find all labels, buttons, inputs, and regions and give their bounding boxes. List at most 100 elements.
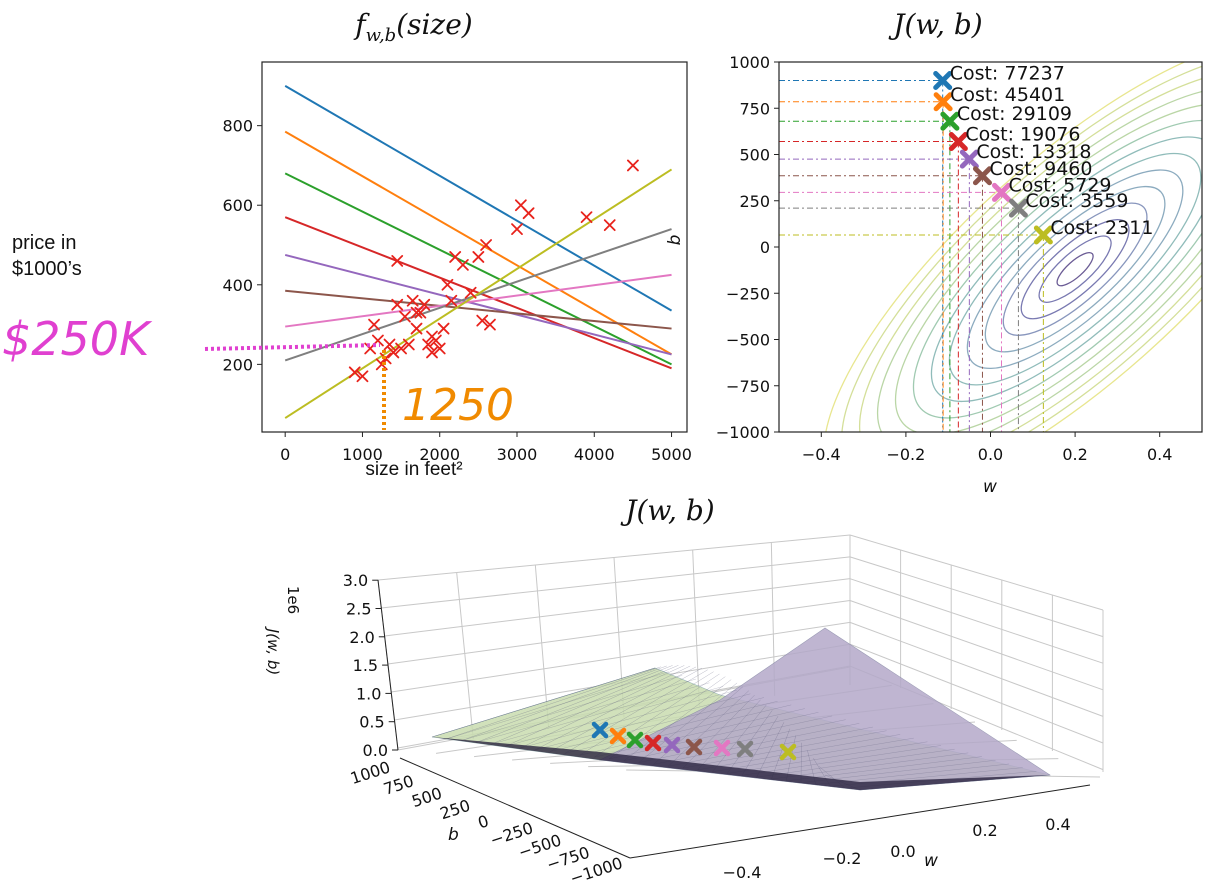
x-tick-label: 0.4	[1147, 445, 1172, 464]
chart-a-frame	[261, 61, 688, 433]
data-point	[387, 346, 400, 359]
cost-label-1: Cost: 77237	[950, 63, 1065, 85]
contour-level	[930, 136, 1202, 403]
x-tick-label: 4000	[574, 445, 615, 464]
chart-c-zlabel: J(w, b)	[264, 626, 282, 676]
side-label-line1: price in	[12, 232, 77, 254]
contour-level	[1002, 202, 1148, 336]
y-tick-label: 800	[222, 117, 253, 136]
data-point	[375, 358, 388, 371]
y-tick-label: 400	[222, 276, 253, 295]
y-tick-label: 500	[739, 146, 770, 165]
chart-a-xlabel: size in feet²	[365, 459, 462, 480]
data-point	[414, 306, 427, 319]
contour-level	[841, 62, 1202, 432]
cost-label-5: Cost: 13318	[976, 141, 1091, 163]
data-point	[580, 211, 593, 224]
cost-point-4	[948, 132, 968, 152]
z-tick-label: 1.5	[353, 656, 378, 675]
data-point	[511, 223, 523, 235]
x-tick-label: 0.2	[1062, 445, 1087, 464]
cost-point-1	[933, 71, 953, 90]
data-point	[445, 294, 458, 307]
y-tick-label: 1000	[729, 53, 770, 72]
x-tick-label: −0.2	[886, 445, 925, 464]
cost-point-9	[1033, 225, 1053, 245]
data-point	[391, 298, 404, 311]
price-note: $250K	[2, 312, 153, 366]
surface-marker-8	[736, 740, 754, 758]
cost-point-3	[940, 111, 960, 131]
chart-c-ylabel: b	[448, 825, 459, 845]
y-tick-label: −750	[726, 377, 770, 396]
data-point	[410, 306, 423, 319]
cost-point-2	[933, 92, 953, 112]
y-tick-label: −1000	[716, 423, 770, 442]
y-axis-side-label: price in $1000’s	[12, 230, 82, 282]
surface-marker-7	[713, 739, 731, 757]
data-point	[368, 318, 380, 331]
x-tick-label: 0	[280, 445, 290, 464]
data-point	[437, 322, 450, 335]
x-tick-label: −0.4	[802, 445, 841, 464]
data-point	[395, 342, 407, 355]
surface-marker-1	[591, 721, 609, 739]
x-tick-label: 5000	[651, 445, 692, 464]
chart-b-ylabel: b	[665, 235, 685, 246]
surface-marker-6	[685, 738, 703, 756]
cost-point-5	[959, 149, 979, 169]
w-tick-label: 0.4	[1045, 815, 1070, 834]
cost-point-8	[1008, 198, 1028, 218]
cost-label-9: Cost: 2311	[1050, 217, 1153, 239]
cost-label-2: Cost: 45401	[950, 84, 1065, 106]
x-tick-label: 1000	[342, 445, 383, 464]
fit-line-2	[284, 130, 673, 356]
fit-line-6	[285, 289, 672, 330]
size-note: 1250	[402, 380, 514, 431]
w-tick-label: 0.0	[890, 842, 915, 861]
cost-label-8: Cost: 3559	[1025, 190, 1128, 212]
data-point	[402, 338, 415, 351]
cost-label-7: Cost: 5729	[1008, 174, 1111, 196]
handwritten-annotations: $250K 1250	[2, 312, 514, 431]
data-point	[457, 259, 469, 271]
chart-c-zscale: 1e6	[284, 586, 302, 614]
chart-c-xlabel: w	[924, 851, 938, 871]
data-point	[422, 338, 435, 351]
z-tick-label: 1.0	[356, 684, 381, 703]
cost-point-7	[991, 182, 1011, 202]
chart-b-title: J(w, b)	[888, 8, 982, 41]
surface-marker-3	[626, 731, 644, 749]
z-tick-label: 3.0	[343, 571, 368, 590]
contour-level	[823, 62, 1202, 432]
y-tick-label: 600	[222, 196, 253, 215]
w-tick-label: −0.4	[723, 863, 762, 882]
contour-level	[912, 119, 1202, 419]
surface-marker-5	[663, 736, 681, 754]
data-point	[441, 278, 454, 291]
y-tick-label: 200	[222, 355, 253, 374]
w-tick-label: 0.2	[972, 821, 997, 840]
cost-point-6	[972, 166, 992, 186]
z-tick-label: 0.0	[363, 741, 388, 760]
chart-fwb-size: fw,b(size) 0 1000 2000 3000 4000 5000 200 400 60…	[222, 8, 691, 480]
chart-c-title: J(w, b)	[620, 494, 714, 527]
data-point	[406, 294, 419, 307]
z-tick-label: 0.5	[359, 713, 384, 732]
data-point	[399, 310, 411, 323]
y-tick-label: 750	[739, 99, 770, 118]
data-point	[603, 219, 616, 232]
fit-line-7	[285, 273, 672, 328]
y-tick-label: 0	[760, 238, 770, 257]
data-point	[383, 338, 396, 351]
w-tick-label: −0.2	[823, 849, 862, 868]
data-point	[476, 314, 489, 327]
fit-line-1	[284, 85, 673, 312]
chart-surface-cost: J(w, b) 0.00.51.01.52.02.53.010007505002…	[264, 494, 1104, 888]
surface-marker-4	[644, 734, 662, 752]
cost-label-3: Cost: 29109	[957, 103, 1072, 125]
data-point	[348, 366, 361, 379]
contour-level	[1038, 235, 1112, 303]
